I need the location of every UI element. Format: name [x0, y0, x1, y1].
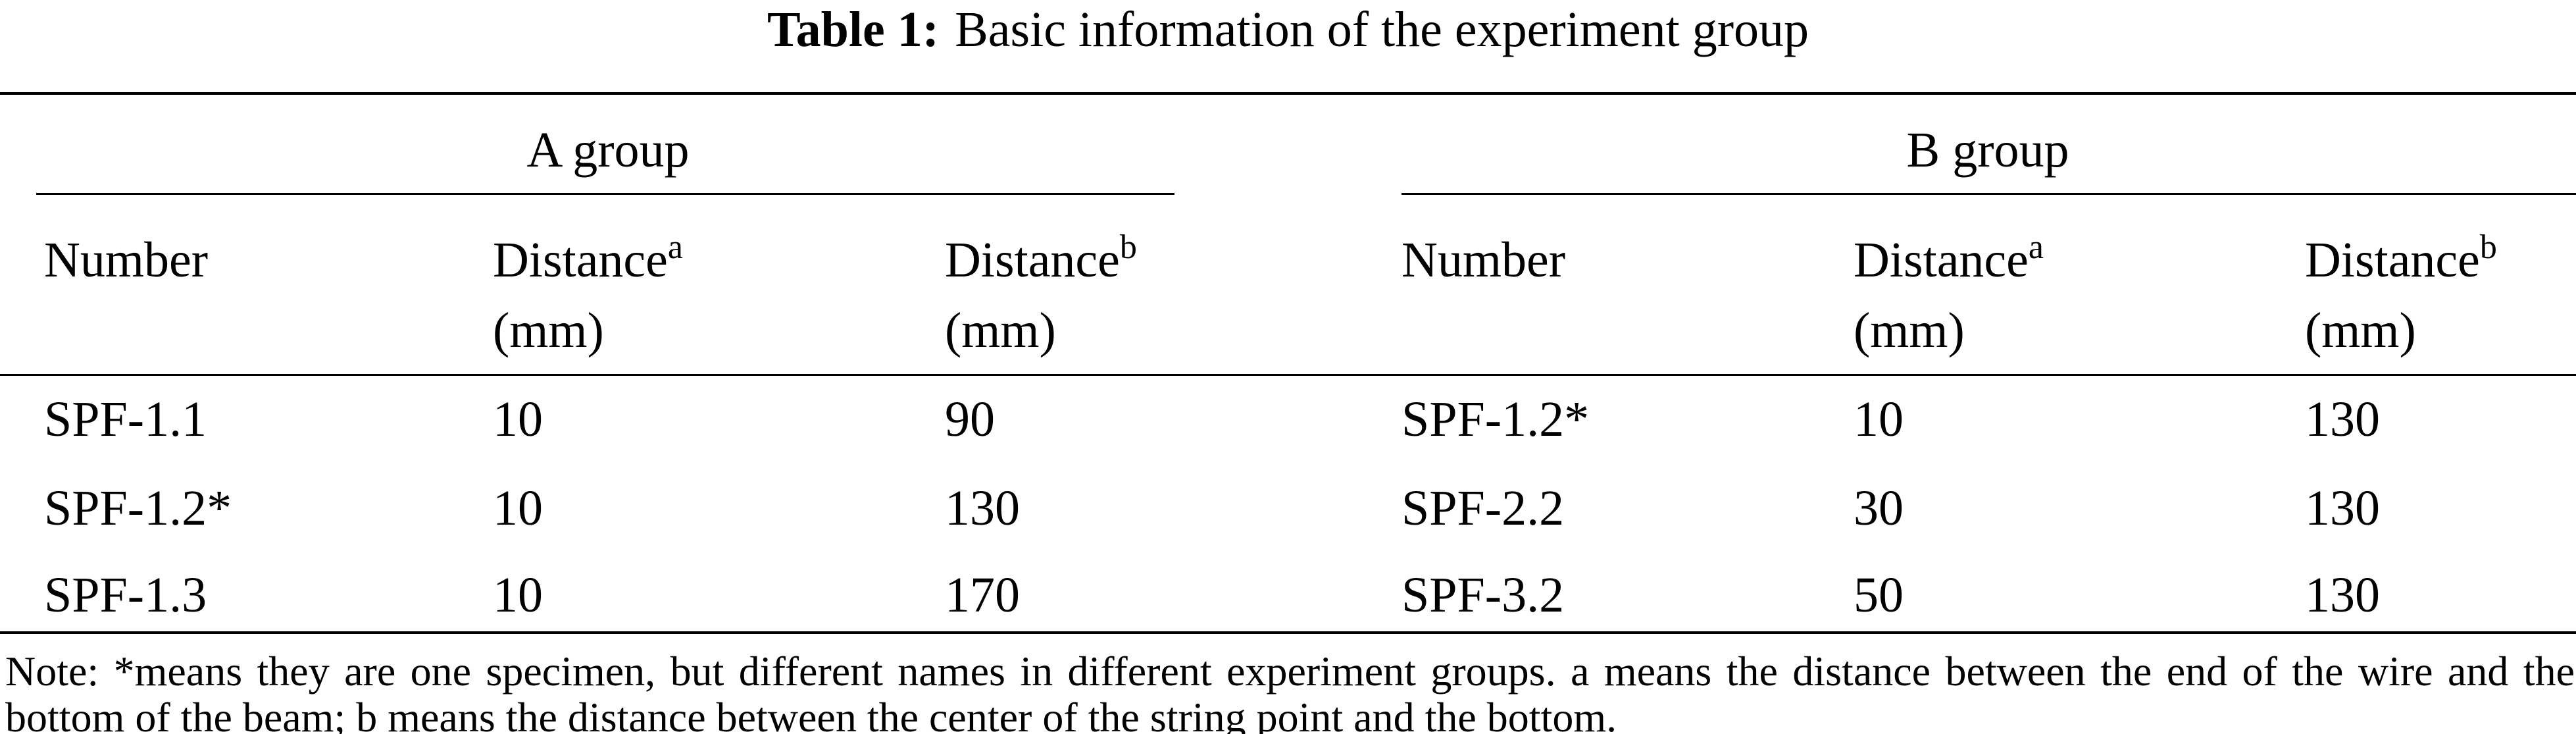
group-rule — [1402, 193, 2576, 195]
group-rule — [36, 193, 1174, 195]
table-cell: 10 — [493, 481, 543, 536]
header-unit: (mm) — [1854, 303, 1965, 358]
table-cell: SPF-2.2 — [1402, 481, 1565, 536]
header-unit: (mm) — [2305, 303, 2416, 358]
table-cell: SPF-1.3 — [44, 567, 207, 623]
header-superscript: a — [2028, 228, 2044, 266]
column-header: Distanceb — [945, 230, 1137, 288]
title-text: Basic information of the experiment grou… — [955, 2, 1809, 57]
column-header: Distancea — [1854, 230, 2044, 288]
table-cell: SPF-1.2* — [1402, 392, 1590, 447]
header-unit: (mm) — [945, 303, 1056, 358]
table-title: Table 1: Basic information of the experim… — [0, 5, 2576, 55]
group-header: A group — [526, 122, 690, 178]
table-cell: 90 — [945, 392, 995, 447]
group-header: B group — [1906, 122, 2069, 178]
column-header: Number — [44, 235, 208, 285]
header-superscript: b — [1119, 228, 1137, 266]
table-cell: 10 — [1854, 392, 1904, 447]
column-header: Distancea — [493, 230, 683, 288]
table-cell: 10 — [493, 392, 543, 447]
header-unit: (mm) — [493, 303, 604, 358]
column-header: Distanceb — [2305, 230, 2497, 288]
header-rule — [0, 374, 2576, 376]
table-cell: 30 — [1854, 481, 1904, 536]
table-cell: SPF-3.2 — [1402, 567, 1565, 623]
table-cell: 130 — [2305, 481, 2380, 536]
table-cell: 170 — [945, 567, 1020, 623]
header-text: Number — [1402, 232, 1566, 288]
bottom-rule — [0, 631, 2576, 634]
table-cell: SPF-1.1 — [44, 392, 207, 447]
header-superscript: b — [2479, 228, 2497, 266]
header-text: Number — [44, 232, 209, 288]
header-text: Distance — [945, 232, 1120, 288]
table-cell: 130 — [945, 481, 1020, 536]
header-text: Distance — [2305, 232, 2480, 288]
table-cell: 50 — [1854, 567, 1904, 623]
title-label: Table 1: — [767, 2, 940, 57]
table-cell: 10 — [493, 567, 543, 623]
table-cell: SPF-1.2* — [44, 481, 232, 536]
column-header: Number — [1402, 235, 1565, 285]
table-cell: 130 — [2305, 392, 2380, 447]
header-text: Distance — [1854, 232, 2029, 288]
table-note: Note: *means they are one specimen, but … — [5, 648, 2575, 734]
top-rule — [0, 92, 2576, 95]
header-text: Distance — [493, 232, 668, 288]
table-cell: 130 — [2305, 567, 2380, 623]
header-superscript: a — [667, 228, 683, 266]
